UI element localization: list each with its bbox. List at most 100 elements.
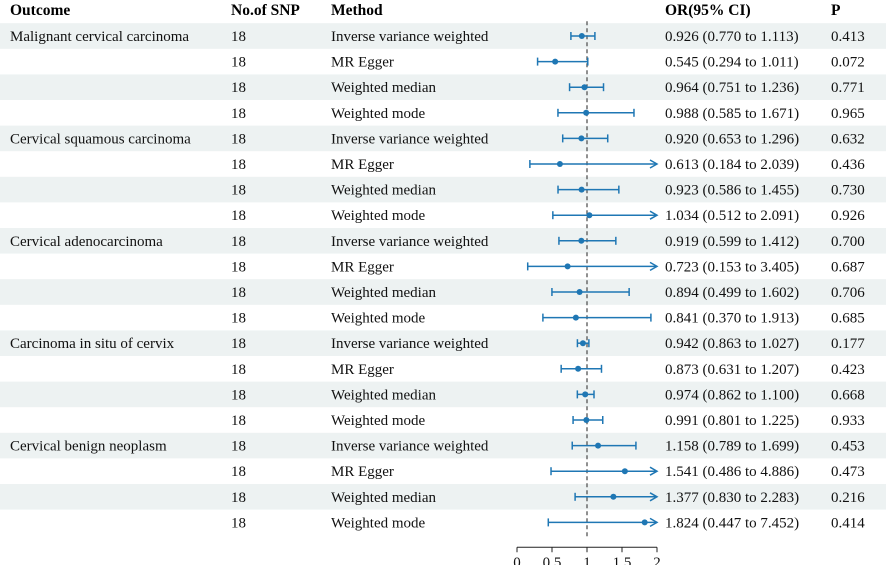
nsnp-value: 18 — [231, 157, 246, 173]
header-or-ci: OR(95% CI) — [665, 2, 751, 19]
nsnp-value: 18 — [231, 208, 246, 224]
or-ci-value: 1.377 (0.830 to 2.283) — [665, 490, 799, 506]
point-estimate — [576, 289, 583, 295]
or-ci-value: 1.034 (0.512 to 2.091) — [665, 208, 799, 224]
method-label: Weighted mode — [331, 106, 426, 122]
ci-arrow-right — [649, 466, 659, 476]
method-label: Weighted median — [331, 387, 437, 403]
method-label: Inverse variance weighted — [331, 131, 489, 147]
p-value: 0.216 — [831, 490, 865, 506]
method-label: MR Egger — [331, 464, 394, 480]
or-ci-value: 0.988 (0.585 to 1.671) — [665, 106, 799, 122]
outcome-label: Carcinoma in situ of cervix — [10, 336, 175, 352]
ci-arrow-right — [649, 492, 659, 502]
p-value: 0.072 — [831, 55, 865, 71]
x-axis: 0 0.5 1 1.5 2 — [513, 546, 661, 565]
row-stripe — [0, 279, 886, 305]
row-stripe — [0, 228, 886, 254]
point-estimate — [579, 340, 586, 347]
p-value: 0.414 — [831, 515, 865, 531]
method-label: Weighted mode — [331, 208, 426, 224]
method-label: Weighted mode — [331, 311, 426, 327]
method-label: MR Egger — [331, 259, 394, 275]
nsnp-value: 18 — [231, 106, 246, 122]
row-stripe — [0, 432, 886, 459]
p-value: 0.453 — [831, 439, 865, 455]
outcome-label: Cervical squamous carcinoma — [10, 131, 191, 147]
p-value: 0.687 — [831, 259, 865, 275]
nsnp-value: 18 — [231, 387, 246, 403]
nsnp-value: 18 — [231, 234, 246, 250]
nsnp-value: 18 — [231, 336, 246, 352]
outcome-label: Cervical adenocarcinoma — [10, 234, 163, 250]
header-method: Method — [331, 2, 383, 19]
p-value: 0.436 — [831, 157, 865, 173]
point-estimate — [578, 135, 585, 142]
nsnp-value: 18 — [231, 29, 246, 45]
or-ci-value: 0.974 (0.862 to 1.100) — [665, 387, 799, 403]
or-ci-value: 1.158 (0.789 to 1.699) — [665, 439, 799, 455]
or-ci-value: 0.942 (0.863 to 1.027) — [665, 336, 799, 352]
nsnp-value: 18 — [231, 311, 246, 327]
method-label: Weighted median — [331, 490, 437, 506]
p-value: 0.965 — [831, 106, 865, 122]
p-value: 0.632 — [831, 131, 865, 147]
row-stripe — [0, 125, 886, 152]
method-label: MR Egger — [331, 362, 394, 378]
nsnp-value: 18 — [231, 413, 246, 429]
or-ci-value: 0.613 (0.184 to 2.039) — [665, 157, 799, 173]
p-value: 0.473 — [831, 464, 865, 480]
point-estimate — [621, 468, 628, 475]
method-label: Weighted median — [331, 183, 437, 199]
point-estimate — [578, 237, 585, 244]
or-ci-value: 0.873 (0.631 to 1.207) — [665, 362, 799, 378]
row-stripe — [0, 330, 886, 356]
row-stripe — [0, 74, 886, 100]
or-ci-value: 1.824 (0.447 to 7.452) — [665, 515, 799, 531]
point-estimate — [564, 263, 571, 270]
x-tick-label: 0 — [513, 555, 521, 565]
p-value: 0.933 — [831, 413, 865, 429]
header-p: P — [831, 2, 841, 19]
p-value: 0.177 — [831, 336, 865, 352]
row-stripe — [0, 176, 886, 203]
ci-arrow-right — [649, 261, 659, 272]
x-tick-label: 0.5 — [543, 555, 562, 565]
p-value: 0.771 — [831, 80, 865, 96]
p-value: 0.668 — [831, 387, 865, 403]
or-ci-value: 0.894 (0.499 to 1.602) — [665, 285, 799, 301]
header-nsnp: No.of SNP — [231, 2, 300, 19]
table-header: Outcome No.of SNP Method OR(95% CI) P — [10, 2, 841, 19]
or-ci-value: 1.541 (0.486 to 4.886) — [665, 464, 799, 480]
or-ci-value: 0.923 (0.586 to 1.455) — [665, 183, 799, 199]
point-estimate — [595, 442, 602, 449]
nsnp-value: 18 — [231, 183, 246, 199]
ci-arrow-right — [649, 159, 659, 169]
point-estimate — [610, 493, 617, 500]
p-value: 0.926 — [831, 208, 865, 224]
row-stripe — [0, 23, 886, 49]
x-tick-label: 1.5 — [613, 555, 632, 565]
nsnp-value: 18 — [231, 55, 246, 71]
or-ci-value: 0.926 (0.770 to 1.113) — [665, 29, 799, 45]
forest-marks — [526, 21, 659, 540]
ci-arrow-right — [649, 517, 659, 528]
x-tick-label: 1 — [583, 555, 591, 565]
point-estimate — [572, 314, 579, 321]
outcome-label: Malignant cervical carcinoma — [10, 29, 189, 45]
point-estimate — [583, 417, 590, 423]
method-label: Inverse variance weighted — [331, 234, 489, 250]
method-label: Weighted mode — [331, 515, 426, 531]
point-estimate — [583, 109, 590, 116]
point-estimate — [578, 33, 585, 39]
point-estimate — [556, 161, 563, 167]
nsnp-value: 18 — [231, 80, 246, 96]
point-estimate — [575, 365, 582, 372]
ci-arrow-right — [649, 210, 659, 220]
method-label: Weighted mode — [331, 413, 426, 429]
nsnp-value: 18 — [231, 362, 246, 378]
outcome-label: Cervical benign neoplasm — [10, 439, 167, 455]
method-label: Inverse variance weighted — [331, 439, 489, 455]
or-ci-value: 0.964 (0.751 to 1.236) — [665, 80, 799, 96]
